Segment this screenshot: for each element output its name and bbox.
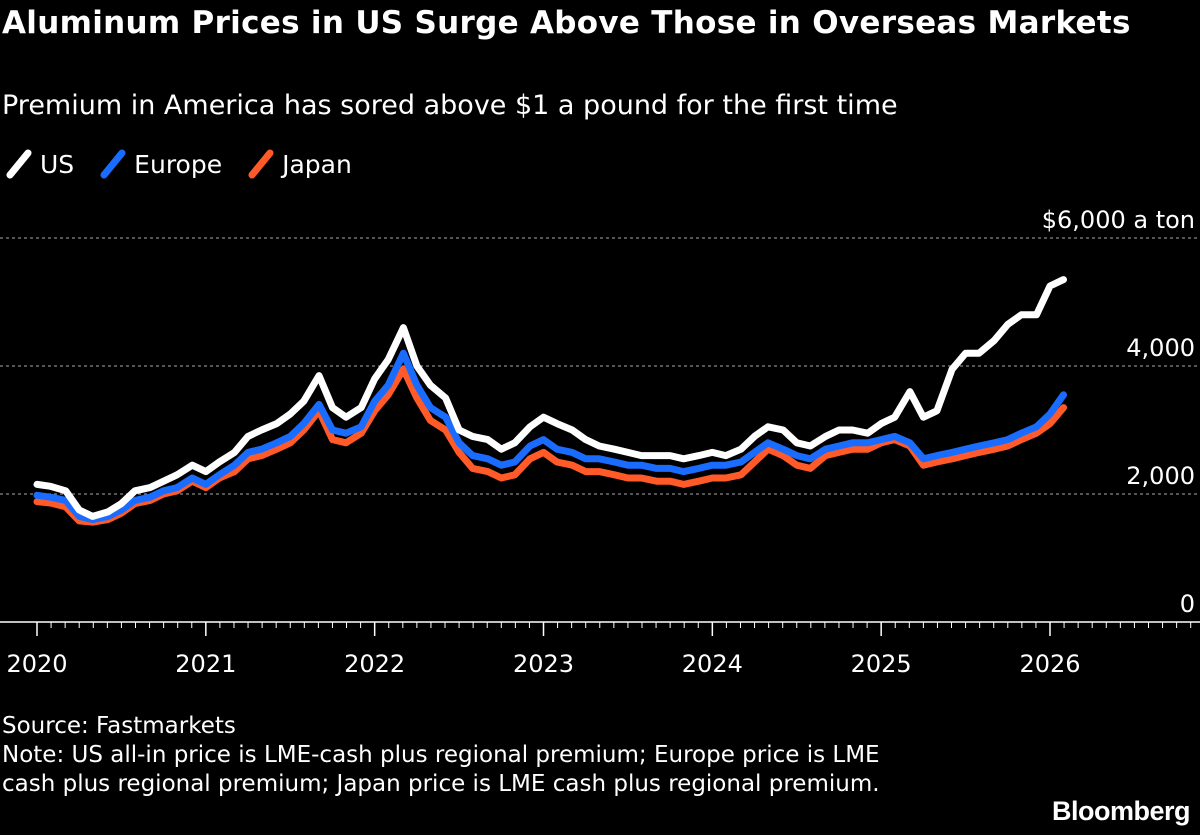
y-axis-labels: 0 2,000 4,000 $6,000 a ton — [1042, 206, 1195, 618]
legend-swatch-europe — [100, 149, 126, 179]
series-layer — [33, 276, 1067, 526]
x-tick-label: 2021 — [175, 650, 236, 678]
y-tick-label: 4,000 — [1126, 334, 1195, 362]
legend-label-europe: Europe — [134, 149, 223, 179]
legend-item-japan: Japan — [246, 149, 352, 179]
chart-title: Aluminum Prices in US Surge Above Those … — [2, 5, 1131, 41]
legend-item-europe: Europe — [98, 149, 222, 179]
x-tick-label: 2023 — [513, 650, 574, 678]
x-tick-label: 2026 — [1019, 650, 1080, 678]
x-tick-label: 2024 — [682, 650, 743, 678]
y-tick-label: 0 — [1180, 590, 1195, 618]
series-line-us — [33, 276, 1067, 520]
legend-label-us: US — [40, 149, 75, 179]
legend-swatch-japan — [248, 149, 274, 179]
bloomberg-logo: Bloomberg — [1051, 796, 1191, 826]
legend-item-us: US — [4, 149, 74, 179]
x-tick-label: 2020 — [6, 650, 67, 678]
y-tick-label: 2,000 — [1126, 462, 1195, 490]
source-text: Source: Fastmarkets — [2, 713, 236, 739]
legend: US Europe Japan — [4, 146, 376, 182]
x-tick-label: 2022 — [344, 650, 405, 678]
line-chart: 2020 2021 2022 2023 2024 2025 2026 0 2,000 4,000… — [0, 206, 1200, 678]
y-tick-label: $6,000 a ton — [1042, 206, 1195, 234]
footer-notes: Source: Fastmarkets Note: US all-in pric… — [2, 712, 902, 799]
x-axis: 2020 2021 2022 2023 2024 2025 2026 — [0, 621, 1200, 678]
series-line-europe — [33, 349, 1067, 524]
legend-swatch-us — [6, 149, 32, 179]
legend-label-japan: Japan — [282, 149, 352, 179]
note-text: Note: US all-in price is LME-cash plus r… — [2, 742, 880, 797]
grid-layer — [0, 237, 1200, 495]
chart-subtitle: Premium in America has sored above $1 a … — [2, 90, 898, 121]
x-tick-label: 2025 — [851, 650, 912, 678]
